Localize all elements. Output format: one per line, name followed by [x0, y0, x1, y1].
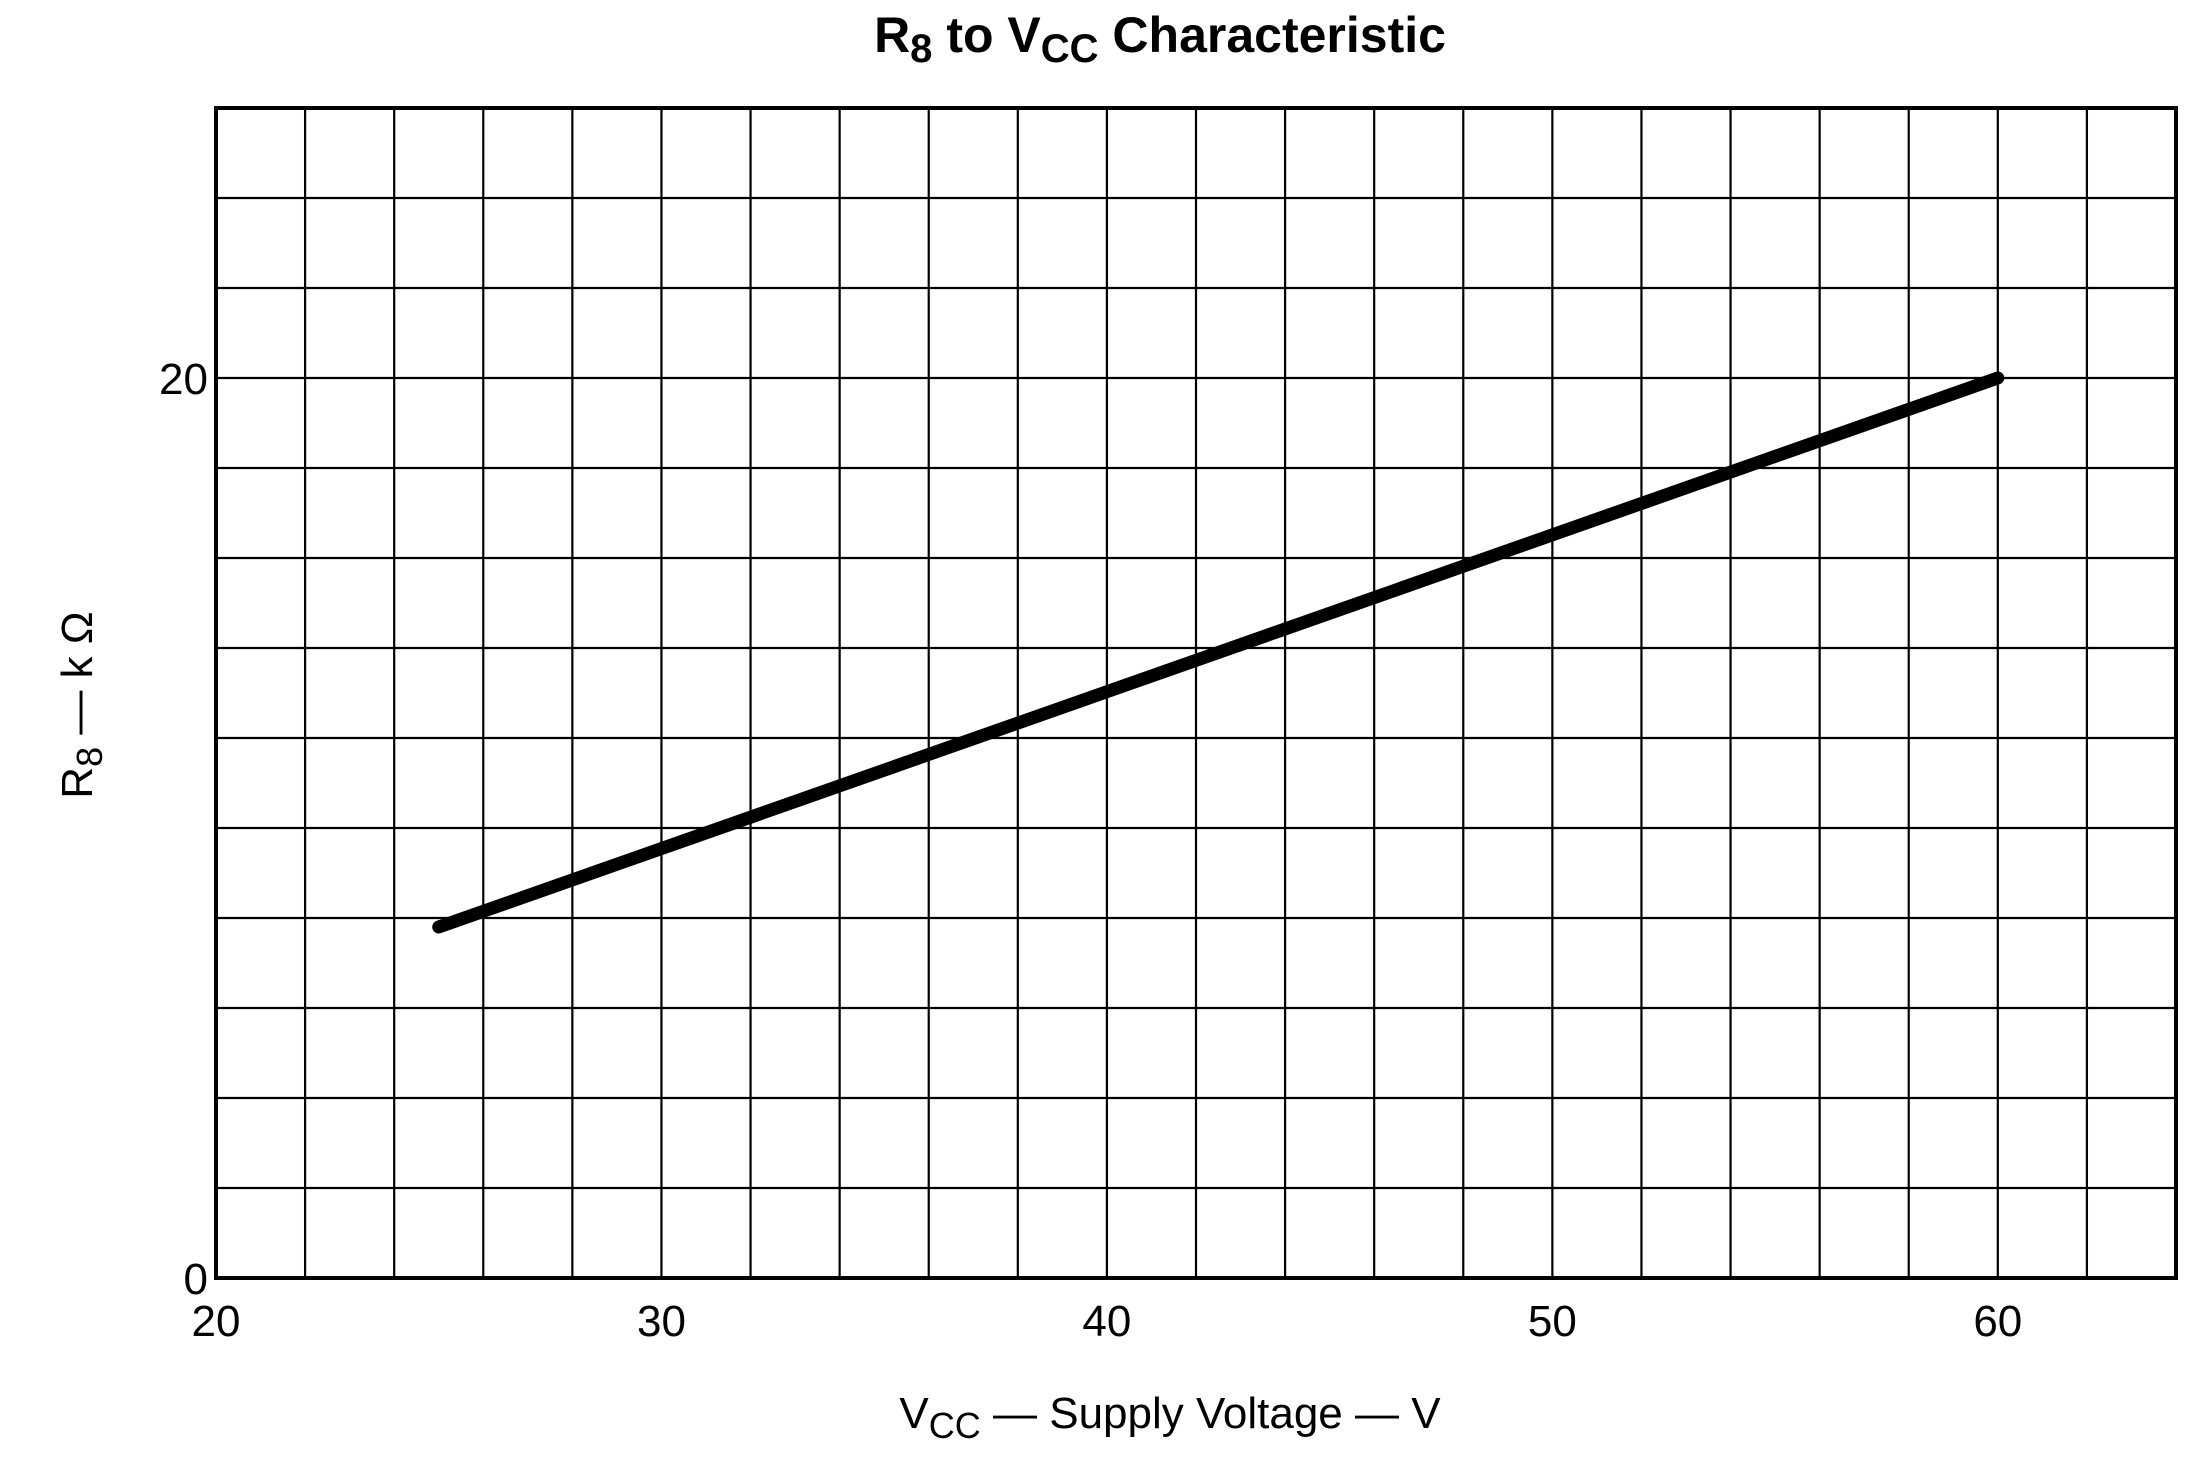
ylabel-rest: — k Ω	[53, 611, 102, 747]
plot-frame	[214, 106, 2178, 1280]
title-v-subscript: CC	[1041, 27, 1099, 71]
x-tick-label: 20	[192, 1297, 241, 1346]
title-r: R	[874, 7, 910, 63]
xlabel-v: V	[899, 1389, 929, 1438]
ylabel-r: R	[53, 767, 102, 799]
y-tick-label: 0	[184, 1255, 208, 1304]
chart-title: R8 to VCC Characteristic	[874, 7, 1446, 71]
xlabel-v-subscript: CC	[929, 1405, 981, 1446]
y-tick-label: 20	[159, 355, 208, 404]
x-axis-label: VCC — Supply Voltage — V	[899, 1389, 1441, 1446]
title-r-subscript: 8	[910, 27, 932, 71]
series-line-r8	[432, 371, 2005, 934]
x-tick-label: 50	[1528, 1297, 1577, 1346]
x-tick-label: 40	[1082, 1297, 1131, 1346]
title-characteristic: Characteristic	[1099, 7, 1446, 63]
grid	[214, 106, 2178, 1280]
x-tick-label: 60	[1973, 1297, 2022, 1346]
xlabel-rest: — Supply Voltage — V	[981, 1389, 1441, 1438]
x-tick-label: 30	[637, 1297, 686, 1346]
ylabel-r-subscript: 8	[69, 747, 110, 767]
y-axis-label: R8 — k Ω	[53, 611, 110, 798]
series-layer	[432, 371, 2005, 934]
title-to-v: to V	[932, 7, 1041, 63]
